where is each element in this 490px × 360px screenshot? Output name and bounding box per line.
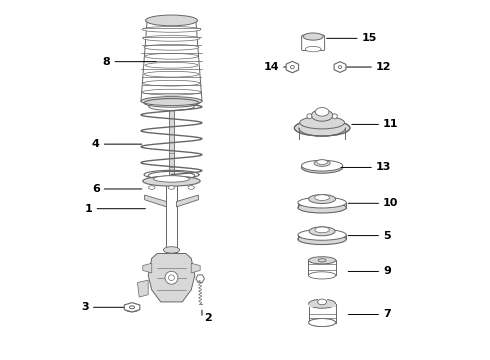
Text: 11: 11 bbox=[383, 120, 398, 129]
Bar bbox=[318, 298, 326, 304]
Text: 6: 6 bbox=[92, 184, 100, 194]
Ellipse shape bbox=[143, 176, 200, 186]
Text: 2: 2 bbox=[204, 313, 212, 323]
Text: 9: 9 bbox=[383, 266, 391, 276]
Bar bbox=[167, 182, 176, 252]
Polygon shape bbox=[137, 280, 148, 297]
Ellipse shape bbox=[141, 98, 202, 104]
Text: 14: 14 bbox=[264, 62, 279, 72]
Ellipse shape bbox=[145, 62, 198, 68]
Bar bbox=[309, 260, 336, 275]
Ellipse shape bbox=[164, 247, 179, 253]
Ellipse shape bbox=[144, 71, 199, 77]
Ellipse shape bbox=[287, 68, 297, 72]
Ellipse shape bbox=[168, 186, 175, 189]
Ellipse shape bbox=[309, 257, 336, 264]
Ellipse shape bbox=[298, 197, 346, 208]
Ellipse shape bbox=[305, 46, 321, 52]
Ellipse shape bbox=[309, 227, 335, 236]
Ellipse shape bbox=[303, 33, 323, 40]
Polygon shape bbox=[143, 263, 152, 273]
Ellipse shape bbox=[294, 120, 350, 136]
Ellipse shape bbox=[125, 306, 139, 312]
Ellipse shape bbox=[309, 319, 336, 327]
Ellipse shape bbox=[146, 17, 197, 24]
Circle shape bbox=[307, 114, 312, 119]
Ellipse shape bbox=[335, 68, 344, 71]
Ellipse shape bbox=[298, 234, 346, 244]
Ellipse shape bbox=[148, 103, 195, 111]
Ellipse shape bbox=[318, 299, 326, 305]
Polygon shape bbox=[148, 253, 195, 302]
Text: 4: 4 bbox=[92, 139, 100, 149]
Ellipse shape bbox=[309, 299, 336, 308]
Polygon shape bbox=[196, 275, 204, 282]
Text: 13: 13 bbox=[376, 162, 392, 172]
Text: 10: 10 bbox=[383, 198, 398, 208]
Ellipse shape bbox=[315, 195, 330, 201]
Polygon shape bbox=[334, 62, 346, 72]
Polygon shape bbox=[176, 195, 198, 207]
Ellipse shape bbox=[314, 160, 330, 166]
Ellipse shape bbox=[142, 27, 201, 32]
Ellipse shape bbox=[309, 272, 336, 279]
Bar bbox=[309, 304, 336, 307]
Ellipse shape bbox=[146, 15, 197, 26]
Ellipse shape bbox=[309, 319, 336, 327]
Ellipse shape bbox=[141, 96, 202, 105]
Circle shape bbox=[165, 271, 178, 284]
Ellipse shape bbox=[301, 162, 343, 173]
Bar bbox=[309, 304, 336, 323]
Polygon shape bbox=[145, 195, 167, 207]
Polygon shape bbox=[286, 61, 298, 73]
Text: 1: 1 bbox=[85, 204, 93, 214]
Text: 5: 5 bbox=[383, 231, 391, 240]
Polygon shape bbox=[191, 263, 200, 273]
Ellipse shape bbox=[317, 160, 327, 165]
Ellipse shape bbox=[142, 89, 201, 95]
Bar bbox=[169, 101, 174, 185]
Polygon shape bbox=[124, 303, 140, 312]
Ellipse shape bbox=[145, 53, 198, 59]
Ellipse shape bbox=[298, 202, 346, 213]
Ellipse shape bbox=[153, 176, 190, 182]
Ellipse shape bbox=[144, 44, 199, 50]
Ellipse shape bbox=[301, 160, 343, 171]
Ellipse shape bbox=[300, 116, 344, 129]
Ellipse shape bbox=[143, 80, 200, 86]
Text: 7: 7 bbox=[383, 310, 391, 319]
Ellipse shape bbox=[143, 36, 200, 41]
Ellipse shape bbox=[188, 186, 195, 189]
Circle shape bbox=[332, 114, 337, 119]
Text: 15: 15 bbox=[362, 33, 377, 43]
Ellipse shape bbox=[315, 227, 329, 233]
Text: 3: 3 bbox=[81, 302, 89, 312]
Ellipse shape bbox=[311, 110, 333, 121]
Ellipse shape bbox=[148, 186, 155, 189]
FancyBboxPatch shape bbox=[302, 35, 324, 50]
Ellipse shape bbox=[298, 229, 346, 240]
Text: 12: 12 bbox=[376, 62, 392, 72]
Text: 8: 8 bbox=[103, 57, 111, 67]
Ellipse shape bbox=[315, 108, 329, 116]
Ellipse shape bbox=[309, 194, 336, 203]
